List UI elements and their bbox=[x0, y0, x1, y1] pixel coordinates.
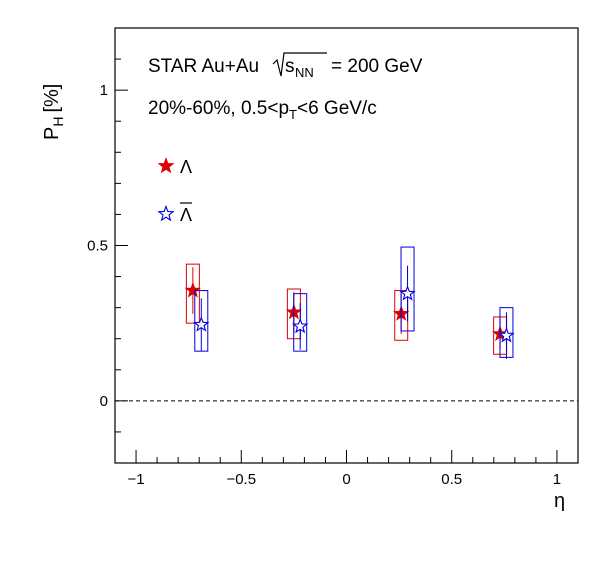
systematic-box bbox=[400, 246, 415, 332]
data-point bbox=[292, 317, 309, 334]
x-axis-label: η bbox=[554, 490, 565, 512]
annotation-root-s: s bbox=[285, 56, 295, 77]
y-tick-label: 0.5 bbox=[87, 238, 108, 255]
x-tick-label: 0 bbox=[342, 471, 350, 488]
y-tick-label: 0 bbox=[100, 393, 108, 410]
systematic-box bbox=[185, 263, 200, 324]
systematic-box bbox=[293, 293, 308, 352]
data-point bbox=[184, 281, 202, 298]
data-point bbox=[498, 327, 515, 343]
annotation-centrality-pt: 20%-60%, 0.5<pT<6 GeV/c bbox=[148, 98, 377, 122]
x-tick-label: 0.5 bbox=[441, 471, 462, 488]
annotation-energy: = 200 GeV bbox=[331, 56, 423, 77]
sqrt-sign-icon bbox=[272, 52, 327, 77]
x-tick-label: 1 bbox=[553, 471, 561, 488]
legend-marker-lambda-icon bbox=[157, 157, 175, 174]
data-point bbox=[399, 285, 416, 301]
series-antilambda bbox=[193, 246, 515, 359]
legend-label-antilambda: Λ bbox=[180, 205, 192, 225]
annotation-collision-system: STAR Au+Au bbox=[148, 56, 259, 77]
y-axis-label: PH[%] bbox=[41, 84, 66, 140]
legend: Λ Λ bbox=[157, 157, 192, 225]
x-tick-label: −0.5 bbox=[226, 471, 256, 488]
data-point bbox=[193, 316, 210, 332]
legend-label-lambda: Λ bbox=[180, 157, 192, 177]
legend-marker-antilambda-icon bbox=[157, 204, 175, 222]
x-tick-label: −1 bbox=[127, 471, 144, 488]
y-tick-label: 1 bbox=[100, 82, 108, 99]
annotation-root-subscript: NN bbox=[295, 65, 314, 80]
